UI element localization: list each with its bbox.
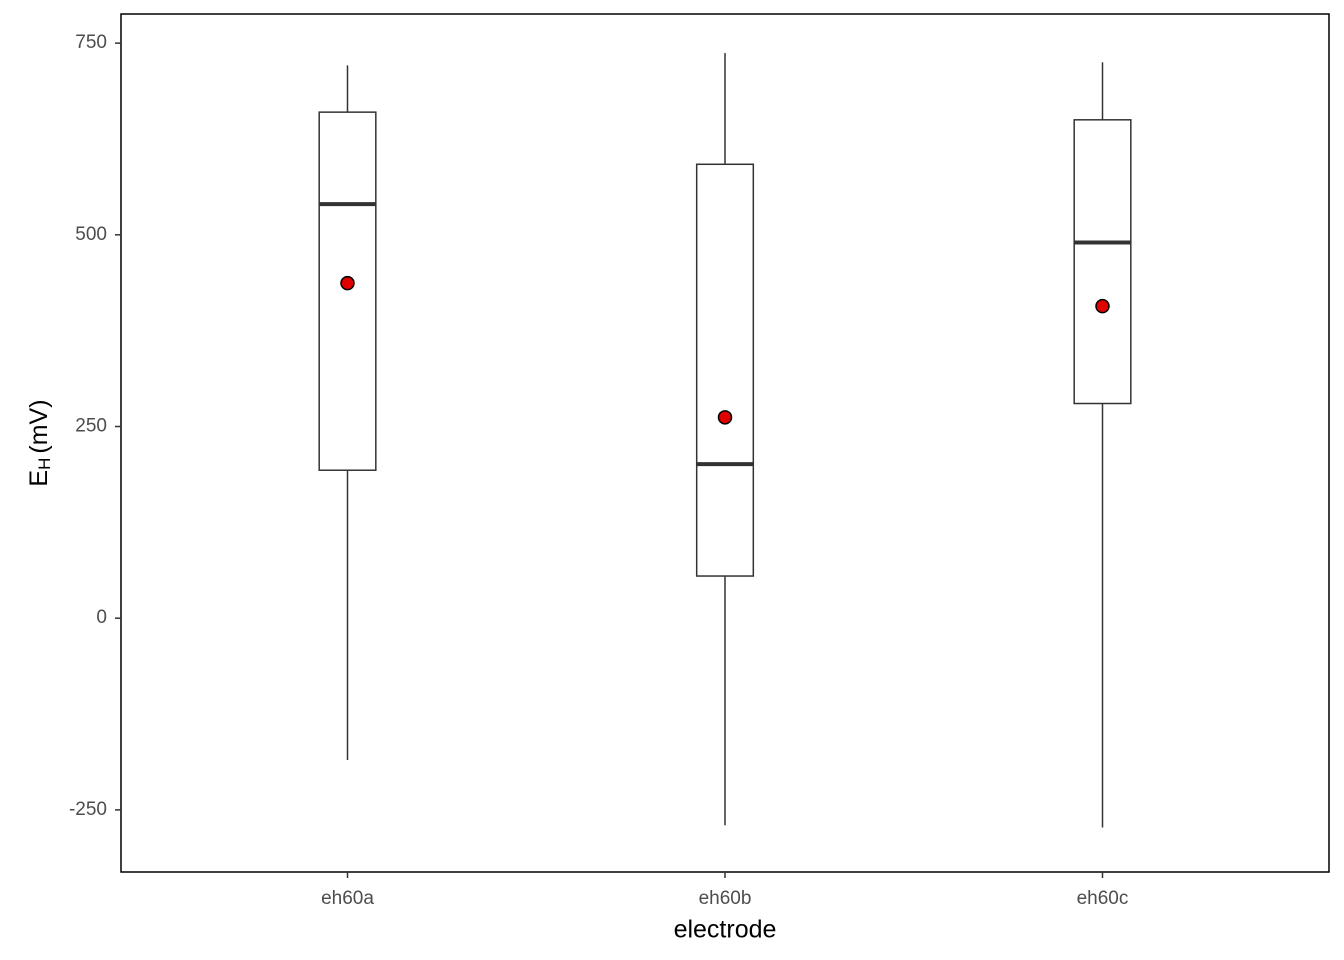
- y-tick-label: 500: [75, 224, 107, 245]
- mean-point: [1095, 298, 1110, 314]
- box: [695, 163, 755, 577]
- x-axis-title: electrode: [674, 916, 777, 944]
- y-title-main: E: [25, 470, 53, 487]
- y-tick-label: -250: [69, 799, 107, 820]
- y-axis-title: EH (mV): [25, 399, 55, 486]
- y-title-unit: (mV): [25, 399, 53, 453]
- x-tick-label: eh60a: [321, 888, 374, 909]
- mean-point: [340, 275, 355, 291]
- box: [318, 111, 377, 471]
- box: [1073, 119, 1132, 405]
- y-tick-label: 0: [96, 607, 107, 628]
- y-tick-label: 250: [75, 416, 107, 437]
- x-tick-label: eh60b: [699, 888, 752, 909]
- y-title-sub: H: [35, 458, 54, 470]
- mean-point: [717, 410, 733, 425]
- x-tick-label: eh60c: [1077, 888, 1129, 909]
- y-tick-label: 750: [75, 32, 107, 53]
